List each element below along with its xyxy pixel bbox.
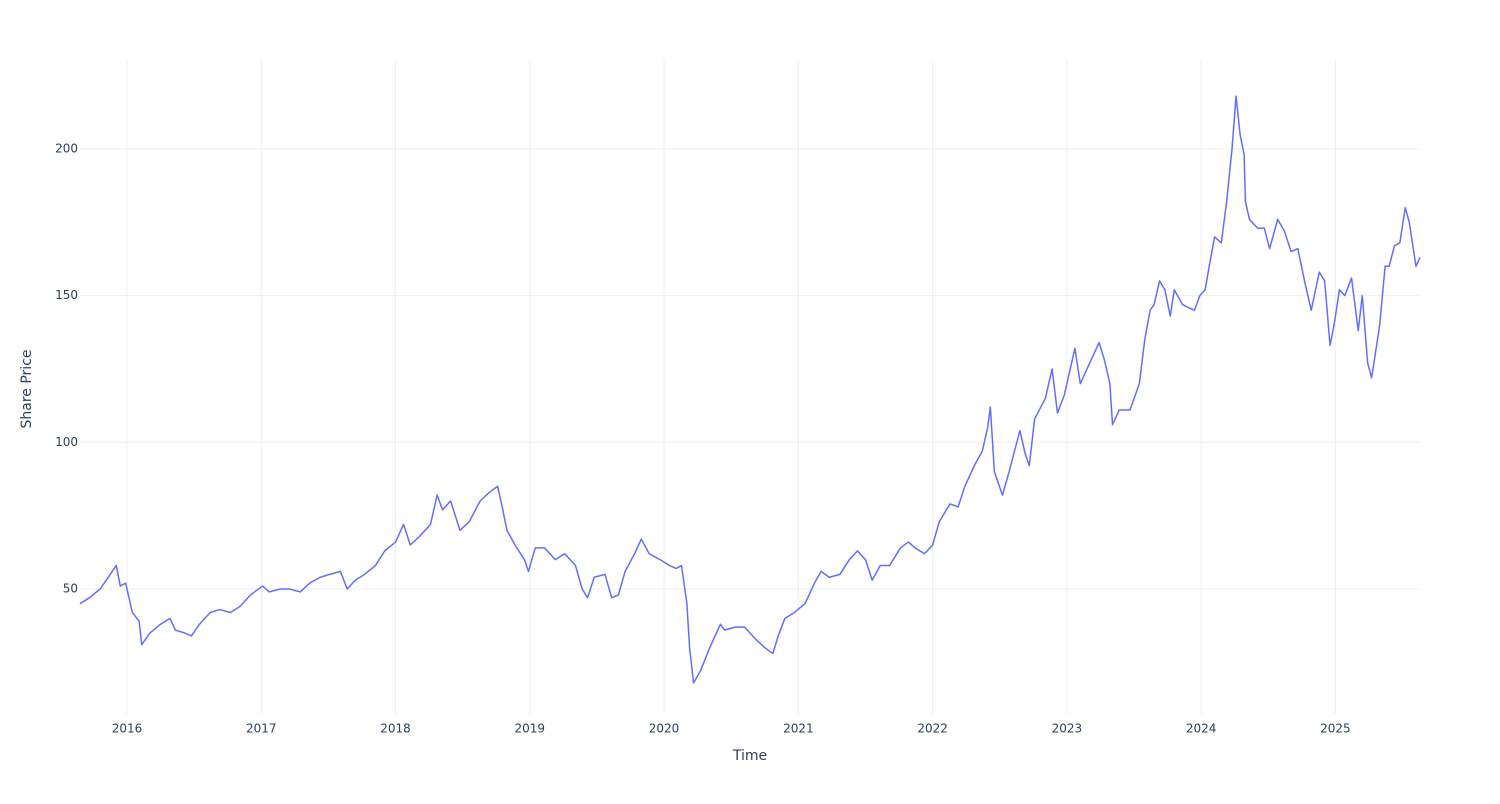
x-tick-label: 2016 — [112, 722, 143, 736]
x-axis-title: Time — [732, 748, 767, 764]
price-line — [79, 95, 1421, 684]
x-tick-label: 2018 — [380, 722, 411, 736]
x-tick-label: 2023 — [1052, 722, 1083, 736]
y-tick-label: 150 — [55, 288, 78, 302]
y-axis-title: Share Price — [19, 349, 35, 428]
x-tick-label: 2020 — [649, 722, 680, 736]
y-tick-label: 50 — [63, 582, 78, 596]
x-tick-label: 2021 — [783, 722, 814, 736]
x-tick-label: 2017 — [246, 722, 277, 736]
x-tick-label: 2022 — [917, 722, 948, 736]
y-tick-label: 100 — [55, 435, 78, 449]
x-tick-label: 2025 — [1320, 722, 1351, 736]
x-tick-label: 2019 — [515, 722, 546, 736]
y-tick-label: 200 — [55, 141, 78, 155]
x-tick-label: 2024 — [1186, 722, 1217, 736]
